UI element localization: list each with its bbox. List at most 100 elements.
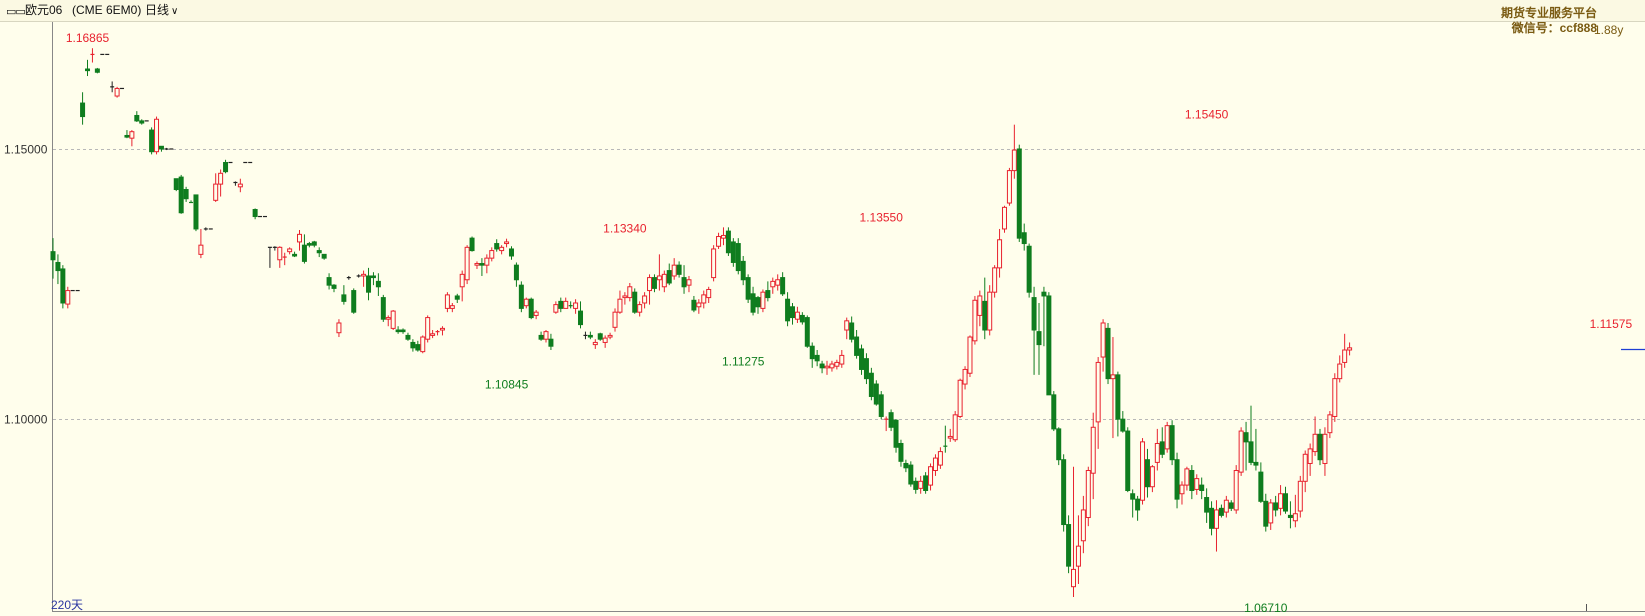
candle <box>987 285 993 336</box>
candle <box>94 67 100 74</box>
candle <box>1248 405 1254 466</box>
candle <box>178 174 184 214</box>
candle-body <box>834 361 840 367</box>
candle-body <box>829 363 835 369</box>
candle <box>622 292 628 305</box>
candle <box>1332 373 1338 422</box>
candle <box>370 272 376 286</box>
candle-body <box>770 280 776 288</box>
candle-body <box>1016 148 1022 239</box>
candle-body <box>292 253 298 257</box>
candle <box>809 342 815 368</box>
candle <box>504 238 510 248</box>
candle-body <box>1011 149 1017 172</box>
candle-body <box>612 311 618 328</box>
candle-body <box>65 290 71 305</box>
candle-body <box>449 305 455 309</box>
candle-body <box>1342 349 1348 363</box>
candle <box>804 315 810 348</box>
candle-body <box>1090 426 1096 474</box>
link-icon[interactable]: ▭▭ <box>6 6 26 18</box>
candle-body <box>597 333 603 340</box>
candle <box>543 330 549 343</box>
candle <box>1204 488 1210 523</box>
candle <box>1273 495 1279 517</box>
candle <box>952 411 958 442</box>
candle-body <box>1273 502 1279 511</box>
candle <box>992 265 998 298</box>
candle-body <box>1189 470 1195 491</box>
candle <box>893 419 899 453</box>
candle-body <box>351 290 357 313</box>
candle <box>568 301 573 309</box>
candle <box>957 378 963 419</box>
candle-body <box>676 264 682 275</box>
candle <box>292 251 298 258</box>
candle <box>420 335 426 354</box>
period-selector[interactable]: 日线 ∨ <box>145 3 178 19</box>
candle <box>213 173 219 202</box>
candle <box>346 275 351 280</box>
candle-body <box>1268 502 1274 524</box>
candle-body <box>395 329 401 333</box>
candle <box>573 299 579 314</box>
candle-body <box>1337 363 1343 380</box>
candle-body <box>790 306 795 319</box>
candle-body <box>1332 378 1338 417</box>
candle <box>824 360 830 375</box>
candle <box>459 270 465 302</box>
candle <box>55 254 61 285</box>
candle-body <box>420 336 426 353</box>
candle <box>612 308 618 332</box>
low-price-label: 1.10845 <box>485 378 529 392</box>
candle <box>380 294 386 322</box>
candle-body <box>1258 471 1264 502</box>
candle-body <box>1154 442 1160 463</box>
candle-body <box>1283 493 1288 512</box>
candle <box>632 288 638 314</box>
candle <box>587 331 593 340</box>
candle-body <box>706 288 712 299</box>
candle-body <box>124 134 130 138</box>
candle-body <box>1169 425 1175 461</box>
candle <box>997 228 1003 278</box>
candle <box>1169 420 1175 466</box>
candle-body <box>183 189 189 200</box>
candle <box>1184 466 1190 491</box>
candle-body <box>1312 433 1318 453</box>
candle-body <box>785 298 791 322</box>
candle <box>656 254 662 291</box>
candle <box>410 339 416 352</box>
candle <box>1302 450 1308 493</box>
candle <box>1253 428 1259 471</box>
candle-body <box>1140 441 1146 501</box>
candle <box>873 380 879 406</box>
candle <box>1154 428 1160 471</box>
candle-body <box>129 131 135 139</box>
candle <box>1130 489 1136 518</box>
candle-body <box>592 341 598 346</box>
candle <box>928 463 934 491</box>
candle-body <box>469 237 475 252</box>
candle-body <box>484 257 490 266</box>
candle <box>415 340 421 352</box>
candle <box>1228 500 1234 512</box>
candle <box>1327 411 1333 439</box>
candle <box>277 246 283 268</box>
candle-body <box>893 419 899 448</box>
candle <box>454 293 460 303</box>
candle <box>1347 342 1353 356</box>
candle-body <box>375 280 381 288</box>
candle-body <box>321 253 327 259</box>
candle-body <box>711 248 717 279</box>
candle-body <box>218 172 224 185</box>
candle-body <box>937 451 943 466</box>
candle-body <box>1223 499 1229 513</box>
high-price-label: 1.15450 <box>1185 108 1229 122</box>
candle-body <box>366 275 372 293</box>
candle <box>1258 462 1264 503</box>
candle <box>154 116 160 155</box>
candle <box>1071 466 1077 597</box>
y-tick-label: 1.10000 <box>4 413 48 427</box>
